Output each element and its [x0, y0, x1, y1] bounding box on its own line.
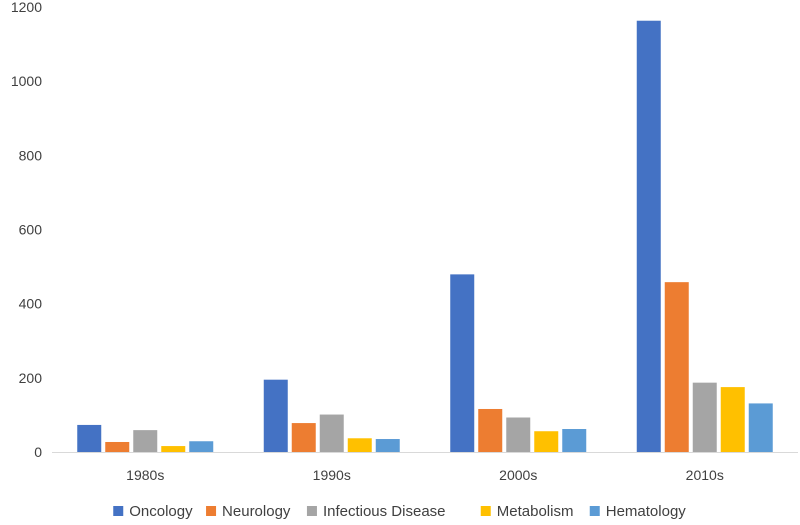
bar-neurology-2010s	[664, 282, 689, 452]
legend-label: Infectious Disease	[323, 503, 446, 520]
legend-item-neurology: Neurology	[206, 503, 291, 520]
y-axis-ticks: 0 200 400 600 800 1000 1200	[11, 0, 42, 460]
legend-swatch	[113, 506, 124, 516]
x-tick-label: 1980s	[126, 467, 164, 483]
bar-infectious-disease-2010s	[692, 382, 717, 452]
bar-oncology-2010s	[636, 20, 661, 453]
bar-oncology-1990s	[263, 379, 288, 452]
legend-swatch	[589, 506, 600, 516]
y-tick-label: 600	[19, 222, 43, 238]
bar-hematology-2000s	[562, 429, 587, 452]
legend: Oncology Neurology Infectious Disease Metab…	[113, 503, 686, 520]
legend-swatch	[480, 506, 491, 516]
bar-neurology-2000s	[478, 408, 503, 452]
bar-hematology-2010s	[748, 403, 773, 452]
y-tick-label: 400	[19, 296, 43, 312]
y-tick-label: 200	[19, 370, 43, 386]
bar-hematology-1980s	[189, 441, 214, 452]
y-tick-label: 800	[19, 147, 43, 163]
legend-swatch	[206, 506, 217, 516]
legend-swatch	[306, 506, 317, 516]
x-tick-label: 2000s	[499, 467, 537, 483]
legend-item-oncology: Oncology	[113, 503, 193, 520]
bar-metabolism-1990s	[347, 438, 372, 452]
x-axis-ticks: 1980s 1990s 2000s 2010s	[126, 467, 724, 483]
bar-infectious-disease-1980s	[133, 430, 158, 452]
bar-oncology-2000s	[450, 274, 475, 452]
bar-metabolism-2010s	[720, 387, 745, 452]
x-tick-label: 1990s	[313, 467, 351, 483]
bar-series-group	[77, 20, 773, 453]
bar-neurology-1980s	[105, 441, 130, 452]
legend-item-hematology: Hematology	[589, 503, 687, 520]
bar-metabolism-1980s	[161, 446, 186, 452]
legend-item-infectious-disease: Infectious Disease	[306, 503, 446, 520]
legend-label: Metabolism	[497, 503, 574, 520]
bar-neurology-1990s	[291, 423, 316, 452]
bar-metabolism-2000s	[534, 431, 559, 452]
x-tick-label: 2010s	[686, 467, 724, 483]
legend-item-metabolism: Metabolism	[480, 503, 574, 520]
y-tick-label: 0	[34, 444, 42, 460]
y-tick-label: 1200	[11, 0, 42, 15]
legend-label: Hematology	[606, 503, 687, 520]
bar-infectious-disease-2000s	[506, 417, 531, 452]
legend-label: Neurology	[222, 503, 291, 520]
legend-label: Oncology	[129, 503, 193, 520]
bar-infectious-disease-1990s	[319, 414, 344, 452]
bar-hematology-1990s	[375, 439, 400, 452]
bar-oncology-1980s	[77, 424, 102, 452]
y-tick-label: 1000	[11, 73, 42, 89]
